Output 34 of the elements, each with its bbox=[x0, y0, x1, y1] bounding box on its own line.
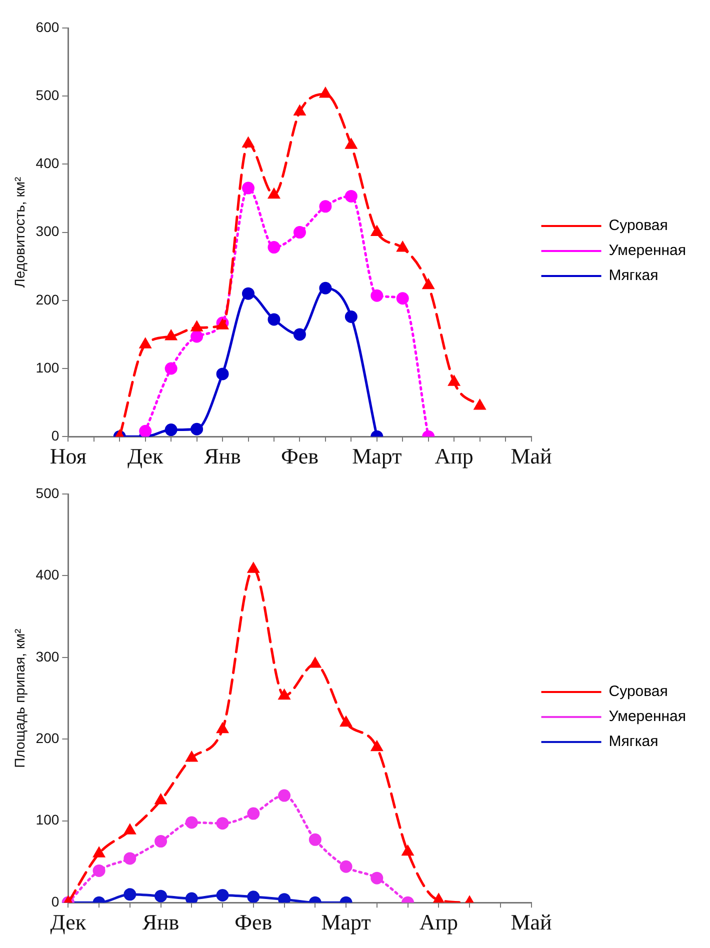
y-tick-label: 0 bbox=[51, 893, 60, 910]
y-tick-label: 600 bbox=[36, 18, 60, 35]
x-tick-label: Апр bbox=[419, 910, 458, 935]
x-tick-label: Дек bbox=[127, 444, 164, 469]
legend-label: Суровая bbox=[608, 683, 668, 700]
y-tick-label: 500 bbox=[36, 86, 60, 103]
y-tick-label: 100 bbox=[36, 359, 60, 376]
x-tick-label: Ноя bbox=[50, 444, 86, 469]
legend-label: Мягкая bbox=[608, 733, 658, 750]
y-tick-label: 200 bbox=[36, 730, 60, 746]
y-tick-label: 500 bbox=[36, 484, 60, 501]
y-tick-label: 300 bbox=[36, 223, 60, 240]
x-tick-label: Май bbox=[510, 444, 552, 469]
y-tick-label: 400 bbox=[36, 566, 60, 583]
y-tick-label: 200 bbox=[36, 291, 60, 308]
y-axis-title: Ледовитость, км² bbox=[11, 176, 28, 288]
y-tick-label: 100 bbox=[36, 812, 60, 828]
y-tick-label: 0 bbox=[51, 427, 60, 444]
legend-label: Умеренная bbox=[608, 708, 686, 726]
legend-label: Суровая bbox=[608, 217, 668, 234]
x-tick-label: Май bbox=[510, 910, 552, 935]
legend-label: Умеренная bbox=[608, 242, 686, 260]
x-tick-label: Март bbox=[321, 910, 372, 935]
x-tick-label: Апр bbox=[434, 444, 474, 469]
x-tick-label: Янв bbox=[142, 910, 180, 935]
y-tick-label: 400 bbox=[36, 155, 60, 172]
x-tick-label: Март bbox=[352, 444, 402, 469]
y-tick-label: 300 bbox=[36, 648, 60, 664]
x-tick-label: Фев bbox=[234, 910, 272, 935]
x-tick-label: Янв bbox=[204, 444, 241, 469]
x-tick-label: Фев bbox=[280, 444, 318, 469]
x-tick-label: Дек bbox=[50, 910, 86, 935]
legend-label: Мягкая bbox=[608, 267, 658, 284]
y-axis-title: Площадь припая, км² bbox=[11, 628, 28, 768]
